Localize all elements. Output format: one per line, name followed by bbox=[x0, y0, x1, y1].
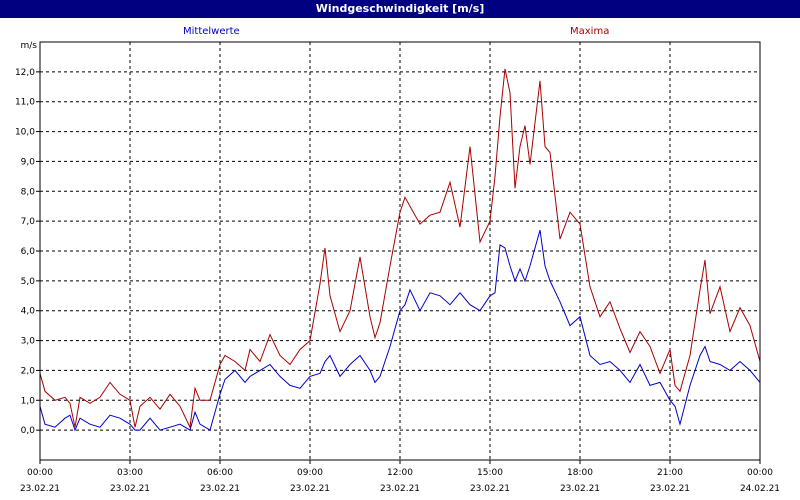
x-tick-time: 00:00 bbox=[747, 468, 773, 478]
y-tick-label: 1,0 bbox=[21, 396, 36, 406]
legend-max: Maxima bbox=[570, 26, 609, 37]
y-axis-unit: m/s bbox=[21, 41, 38, 51]
wind-speed-chart: Mittelwerte Maxima m/s 0,0 1,0 2,0 3,0 4,0 5,… bbox=[0, 18, 800, 500]
x-tick-date: 23.02.21 bbox=[200, 484, 240, 494]
y-tick-label: 4,0 bbox=[21, 307, 36, 317]
x-tick-time: 09:00 bbox=[297, 468, 323, 478]
x-tick-date: 23.02.21 bbox=[650, 484, 690, 494]
y-tick-label: 11,0 bbox=[15, 98, 35, 108]
x-tick-time: 03:00 bbox=[117, 468, 143, 478]
x-tick-date: 23.02.21 bbox=[470, 484, 510, 494]
y-tick-label: 5,0 bbox=[21, 277, 36, 287]
x-tick-time: 15:00 bbox=[477, 468, 503, 478]
x-tick-time: 00:00 bbox=[27, 468, 53, 478]
window-title: Windgeschwindigkeit [m/s] bbox=[0, 0, 800, 18]
x-tick-date: 23.02.21 bbox=[110, 484, 150, 494]
x-tick-date: 23.02.21 bbox=[290, 484, 330, 494]
series-line-maxima bbox=[39, 68, 761, 429]
x-tick-date: 23.02.21 bbox=[20, 484, 60, 494]
y-tick-label: 10,0 bbox=[15, 128, 35, 138]
x-tick-date: 23.02.21 bbox=[380, 484, 420, 494]
legend-mean: Mittelwerte bbox=[183, 26, 240, 37]
y-tick-label: 9,0 bbox=[21, 157, 36, 167]
x-tick-time: 18:00 bbox=[567, 468, 593, 478]
y-tick-label: 0,0 bbox=[21, 426, 36, 436]
y-tick-label: 8,0 bbox=[21, 187, 36, 197]
x-tick-date: 24.02.21 bbox=[740, 484, 780, 494]
y-tick-label: 12,0 bbox=[15, 68, 35, 78]
y-tick-label: 6,0 bbox=[21, 247, 36, 257]
y-tick-label: 7,0 bbox=[21, 217, 36, 227]
x-tick-time: 12:00 bbox=[387, 468, 413, 478]
y-tick-label: 3,0 bbox=[21, 337, 36, 347]
plot-area bbox=[39, 41, 761, 461]
x-tick-date: 23.02.21 bbox=[560, 484, 600, 494]
x-tick-time: 21:00 bbox=[657, 468, 683, 478]
series-line-mittelwerte bbox=[39, 229, 761, 432]
x-tick-time: 06:00 bbox=[207, 468, 233, 478]
y-tick-label: 2,0 bbox=[21, 366, 36, 376]
